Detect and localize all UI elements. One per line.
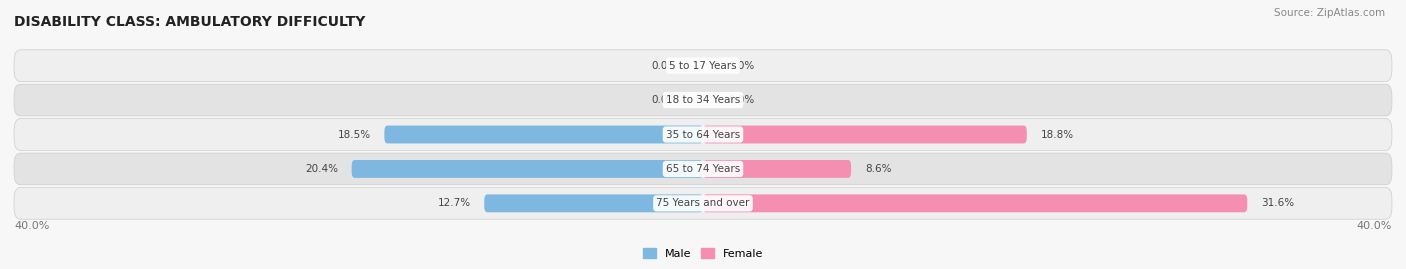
Text: 8.6%: 8.6%: [865, 164, 891, 174]
Text: 18.8%: 18.8%: [1040, 129, 1074, 140]
Text: 75 Years and over: 75 Years and over: [657, 198, 749, 208]
Text: 12.7%: 12.7%: [437, 198, 471, 208]
FancyBboxPatch shape: [14, 153, 1392, 185]
Text: DISABILITY CLASS: AMBULATORY DIFFICULTY: DISABILITY CLASS: AMBULATORY DIFFICULTY: [14, 16, 366, 30]
Text: Source: ZipAtlas.com: Source: ZipAtlas.com: [1274, 8, 1385, 18]
FancyBboxPatch shape: [14, 50, 1392, 82]
Text: 31.6%: 31.6%: [1261, 198, 1294, 208]
Text: 18 to 34 Years: 18 to 34 Years: [666, 95, 740, 105]
Text: 40.0%: 40.0%: [1357, 221, 1392, 231]
Text: 0.0%: 0.0%: [651, 95, 678, 105]
Text: 0.0%: 0.0%: [651, 61, 678, 71]
FancyBboxPatch shape: [14, 119, 1392, 150]
Legend: Male, Female: Male, Female: [638, 244, 768, 263]
Text: 20.4%: 20.4%: [305, 164, 337, 174]
FancyBboxPatch shape: [484, 194, 703, 212]
Text: 0.0%: 0.0%: [728, 61, 755, 71]
Text: 40.0%: 40.0%: [14, 221, 49, 231]
FancyBboxPatch shape: [703, 194, 1247, 212]
FancyBboxPatch shape: [384, 126, 703, 143]
Text: 0.0%: 0.0%: [728, 95, 755, 105]
Text: 5 to 17 Years: 5 to 17 Years: [669, 61, 737, 71]
FancyBboxPatch shape: [352, 160, 703, 178]
FancyBboxPatch shape: [14, 187, 1392, 219]
FancyBboxPatch shape: [14, 84, 1392, 116]
Text: 65 to 74 Years: 65 to 74 Years: [666, 164, 740, 174]
Text: 35 to 64 Years: 35 to 64 Years: [666, 129, 740, 140]
FancyBboxPatch shape: [703, 160, 851, 178]
FancyBboxPatch shape: [703, 126, 1026, 143]
Text: 18.5%: 18.5%: [337, 129, 371, 140]
